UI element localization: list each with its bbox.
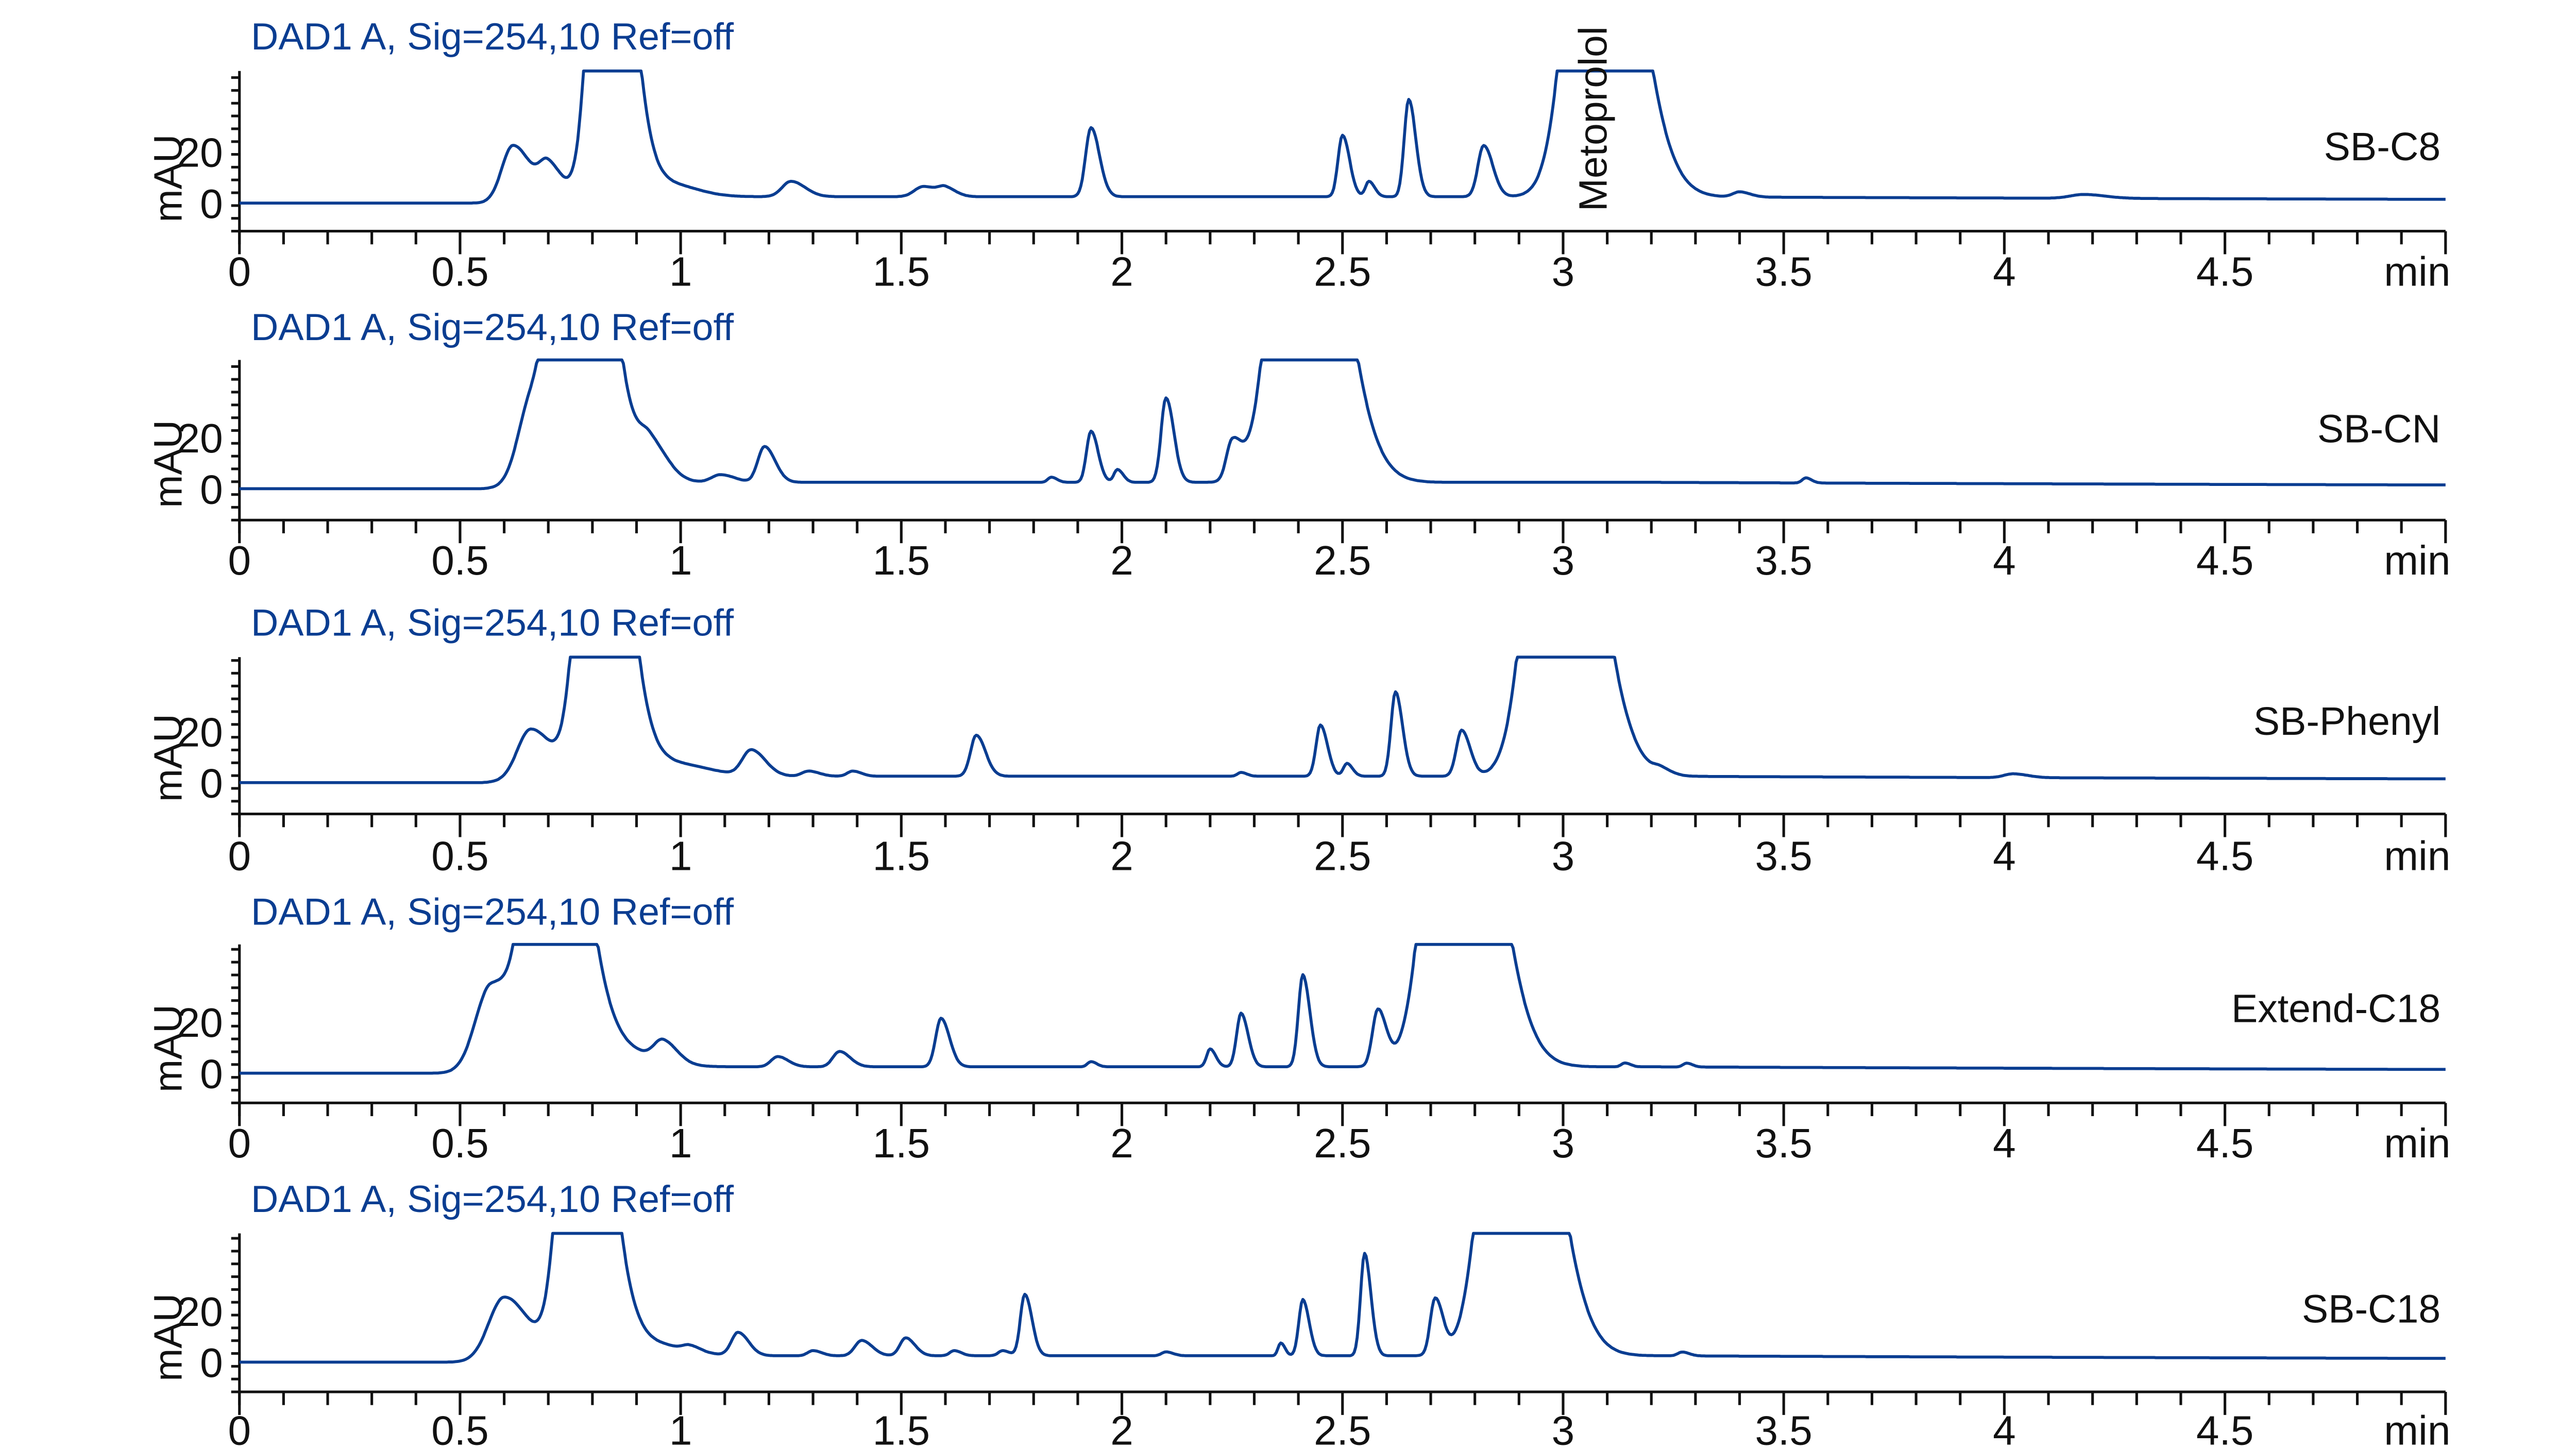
x-tick-label: 1	[669, 833, 692, 879]
x-tick-label: 2.5	[1314, 833, 1371, 879]
x-tick-label: 3.5	[1755, 1407, 1812, 1448]
x-tick-label: 2	[1110, 833, 1133, 879]
x-axis-unit: min	[2384, 1120, 2450, 1166]
chromatogram-panel-3: DAD1 A, Sig=254,10 Ref=offSB-Phenyl020mA…	[146, 601, 2451, 879]
x-tick-label: 3	[1552, 1120, 1575, 1166]
panel-title: DAD1 A, Sig=254,10 Ref=off	[251, 15, 734, 58]
y-axis-label: mAU	[146, 1004, 191, 1092]
x-tick-label: 2	[1110, 248, 1133, 294]
x-tick-label: 4	[1993, 833, 2016, 879]
x-tick-label: 1.5	[873, 537, 930, 583]
x-tick-label: 3	[1552, 833, 1575, 879]
x-tick-label: 0	[228, 1120, 251, 1166]
x-tick-label: 2.5	[1314, 537, 1371, 583]
x-tick-label: 0.5	[431, 1407, 488, 1448]
x-tick-label: 1	[669, 248, 692, 294]
x-tick-label: 2.5	[1314, 248, 1371, 294]
x-tick-label: 3	[1552, 1407, 1575, 1448]
x-axis-unit: min	[2384, 537, 2450, 583]
x-tick-label: 3	[1552, 537, 1575, 583]
y-axis-label: mAU	[146, 420, 191, 508]
x-tick-label: 4.5	[2196, 537, 2253, 583]
x-tick-label: 4.5	[2196, 248, 2253, 294]
x-tick-label: 3.5	[1755, 248, 1812, 294]
x-tick-label: 2	[1110, 1120, 1133, 1166]
x-tick-label: 3.5	[1755, 537, 1812, 583]
column-label: SB-C18	[2302, 1287, 2441, 1331]
x-tick-label: 4.5	[2196, 833, 2253, 879]
y-tick-label: 0	[200, 180, 223, 227]
x-tick-label: 0.5	[431, 248, 488, 294]
x-tick-label: 1	[669, 1407, 692, 1448]
y-tick-label: 0	[200, 466, 223, 512]
column-label: SB-Phenyl	[2253, 699, 2441, 744]
x-tick-label: 3.5	[1755, 1120, 1812, 1166]
column-label: SB-CN	[2317, 407, 2441, 451]
y-axis-label: mAU	[146, 714, 191, 802]
panel-title: DAD1 A, Sig=254,10 Ref=off	[251, 306, 734, 348]
column-label: Extend-C18	[2231, 986, 2441, 1031]
y-axis-label: mAU	[146, 1293, 191, 1382]
chromatogram-trace	[239, 1232, 2446, 1364]
x-tick-label: 1.5	[873, 1407, 930, 1448]
x-tick-label: 2	[1110, 537, 1133, 583]
y-tick-label: 20	[177, 1288, 223, 1335]
x-tick-label: 0	[228, 833, 251, 879]
chromatogram-panel-4: DAD1 A, Sig=254,10 Ref=offExtend-C18020m…	[146, 890, 2451, 1166]
x-tick-label: 0.5	[431, 537, 488, 583]
x-tick-label: 4	[1993, 248, 2016, 294]
chromatogram-trace	[239, 942, 2446, 1075]
x-tick-label: 2	[1110, 1407, 1133, 1448]
y-tick-label: 20	[177, 709, 223, 755]
y-tick-label: 20	[177, 999, 223, 1046]
x-tick-label: 4	[1993, 537, 2016, 583]
x-tick-label: 2.5	[1314, 1120, 1371, 1166]
x-tick-label: 0.5	[431, 1120, 488, 1166]
chromatogram-trace	[239, 358, 2446, 491]
x-axis-unit: min	[2384, 248, 2450, 294]
y-axis-label: mAU	[146, 134, 191, 223]
x-tick-label: 1.5	[873, 1120, 930, 1166]
x-tick-label: 0	[228, 1407, 251, 1448]
metoprolol-annotation: Metoprolol	[1571, 26, 1616, 211]
x-tick-label: 0.5	[431, 833, 488, 879]
x-tick-label: 3	[1552, 248, 1575, 294]
x-tick-label: 0	[228, 537, 251, 583]
x-tick-label: 4.5	[2196, 1407, 2253, 1448]
x-tick-label: 2.5	[1314, 1407, 1371, 1448]
panel-title: DAD1 A, Sig=254,10 Ref=off	[251, 601, 734, 644]
x-axis-unit: min	[2384, 833, 2450, 879]
x-tick-label: 1.5	[873, 248, 930, 294]
panel-title: DAD1 A, Sig=254,10 Ref=off	[251, 1177, 734, 1220]
y-tick-label: 0	[200, 1339, 223, 1386]
x-tick-label: 1	[669, 537, 692, 583]
chromatogram-trace	[239, 655, 2446, 784]
x-tick-label: 0	[228, 248, 251, 294]
x-tick-label: 1.5	[873, 833, 930, 879]
y-tick-label: 20	[177, 129, 223, 176]
panel-title: DAD1 A, Sig=254,10 Ref=off	[251, 890, 734, 933]
x-tick-label: 1	[669, 1120, 692, 1166]
x-tick-label: 4	[1993, 1120, 2016, 1166]
y-tick-label: 0	[200, 760, 223, 806]
x-tick-label: 4	[1993, 1407, 2016, 1448]
x-tick-label: 4.5	[2196, 1120, 2253, 1166]
y-tick-label: 0	[200, 1051, 223, 1097]
column-label: SB-C8	[2324, 125, 2441, 169]
chromatogram-trace	[239, 69, 2446, 205]
x-axis-unit: min	[2384, 1407, 2450, 1448]
x-tick-label: 3.5	[1755, 833, 1812, 879]
y-tick-label: 20	[177, 415, 223, 461]
